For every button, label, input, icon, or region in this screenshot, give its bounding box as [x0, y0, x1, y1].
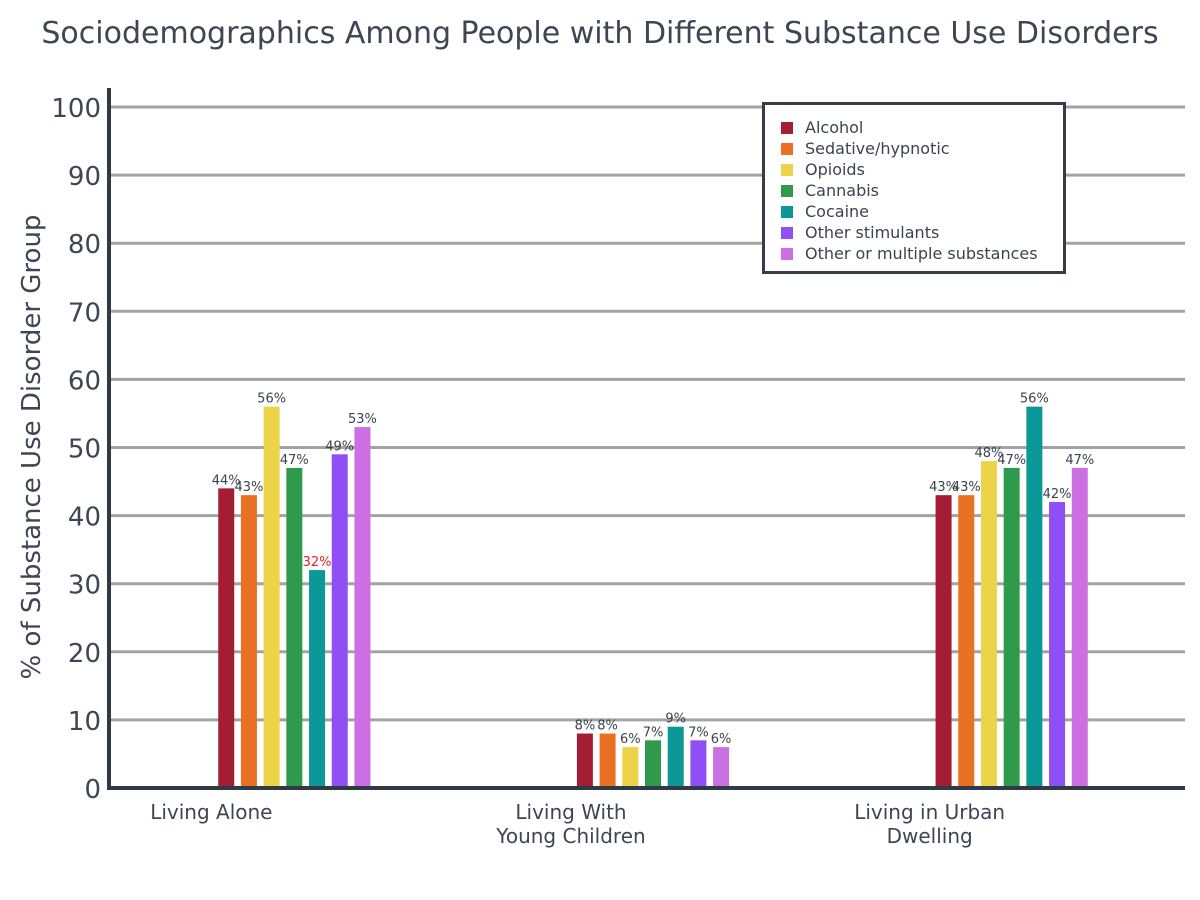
data-label: 32%: [303, 555, 332, 570]
data-label: 47%: [280, 453, 309, 468]
legend-swatch: [781, 142, 793, 155]
data-label: 56%: [257, 392, 286, 407]
chart-title: Sociodemographics Among People with Diff…: [41, 16, 1159, 51]
legend-label: Opioids: [805, 160, 865, 179]
legend-item: Sedative/hypnotic: [781, 138, 1063, 159]
bar: [935, 495, 952, 788]
legend-label: Cocaine: [805, 202, 869, 221]
legend-label: Sedative/hypnotic: [805, 139, 950, 158]
legend-item: Cannabis: [781, 180, 1063, 201]
y-tick-label: 40: [68, 503, 101, 533]
data-label: 6%: [711, 732, 732, 747]
legend-swatch: [781, 226, 793, 239]
bar: [713, 747, 730, 788]
data-label: 42%: [1043, 487, 1072, 502]
bar: [576, 733, 593, 788]
x-tick-label: Living With: [515, 800, 626, 824]
data-label: 7%: [688, 725, 709, 740]
bar: [690, 740, 707, 788]
bar: [599, 733, 616, 788]
data-label: 48%: [975, 446, 1004, 461]
bar: [980, 461, 997, 788]
data-label: 56%: [1020, 392, 1049, 407]
bar: [218, 488, 235, 788]
legend-item: Opioids: [781, 159, 1063, 180]
bar: [286, 467, 303, 788]
x-tick-label: Young Children: [495, 824, 645, 848]
bar: [309, 570, 326, 788]
bar: [1003, 467, 1020, 788]
data-label: 47%: [997, 453, 1026, 468]
data-label: 6%: [620, 732, 641, 747]
data-label: 44%: [212, 473, 241, 488]
data-label: 43%: [952, 480, 981, 495]
y-tick-label: 80: [68, 230, 101, 260]
legend-swatch: [781, 247, 793, 260]
y-tick-label: 100: [51, 94, 101, 124]
y-axis-ticks: 0 10 20 30 40 50 60 70 80 90 100: [51, 94, 101, 805]
x-tick-label: Living Alone: [150, 800, 272, 824]
data-label: 9%: [665, 712, 686, 727]
bar: [645, 740, 661, 788]
bar: [240, 495, 257, 788]
bar: [331, 454, 348, 788]
y-tick-label: 60: [68, 366, 101, 396]
bar: [1026, 406, 1043, 788]
chart-legend: Alcohol Sedative/hypnotic Opioids Cannabis C…: [762, 102, 1066, 274]
legend-item: Cocaine: [781, 201, 1063, 222]
x-tick-label: Dwelling: [887, 824, 973, 848]
legend-item: Other stimulants: [781, 222, 1063, 243]
legend-swatch: [781, 163, 793, 176]
data-label: 43%: [234, 480, 263, 495]
data-label: 8%: [597, 719, 618, 734]
bar: [1049, 501, 1066, 788]
legend-item: Alcohol: [781, 117, 1063, 138]
legend-label: Other stimulants: [805, 223, 940, 242]
y-tick-label: 30: [68, 571, 101, 601]
bar: [622, 747, 639, 788]
y-axis-label: % of Substance Use Disorder Group: [17, 215, 47, 680]
legend-item: Other or multiple substances: [781, 243, 1063, 264]
data-label: 53%: [348, 412, 377, 427]
legend-swatch: [781, 205, 793, 218]
bar: [958, 495, 975, 788]
bar: [354, 427, 371, 788]
bar: [667, 726, 684, 788]
data-label: 8%: [575, 719, 596, 734]
y-tick-label: 20: [68, 639, 101, 669]
legend-label: Cannabis: [805, 181, 879, 200]
x-tick-label: Living in Urban: [854, 800, 1005, 824]
bar: [263, 406, 280, 788]
data-label: 49%: [325, 439, 354, 454]
data-label: 7%: [643, 725, 664, 740]
legend-label: Alcohol: [805, 118, 864, 137]
y-tick-label: 10: [68, 707, 101, 737]
legend-label: Other or multiple substances: [805, 244, 1038, 263]
y-tick-label: 90: [68, 162, 101, 192]
legend-swatch: [781, 121, 793, 134]
y-tick-label: 50: [68, 435, 101, 465]
legend-swatch: [781, 184, 793, 197]
bar-series: [218, 406, 1088, 788]
y-tick-label: 0: [84, 775, 101, 805]
data-labels: 44%43%56%47%32%49%53%8% 8%6% 7%9%7% 6%43%43…: [212, 392, 1094, 748]
y-tick-label: 70: [68, 298, 101, 328]
data-label: 47%: [1065, 453, 1094, 468]
bar: [1071, 467, 1088, 788]
data-label: 43%: [929, 480, 958, 495]
